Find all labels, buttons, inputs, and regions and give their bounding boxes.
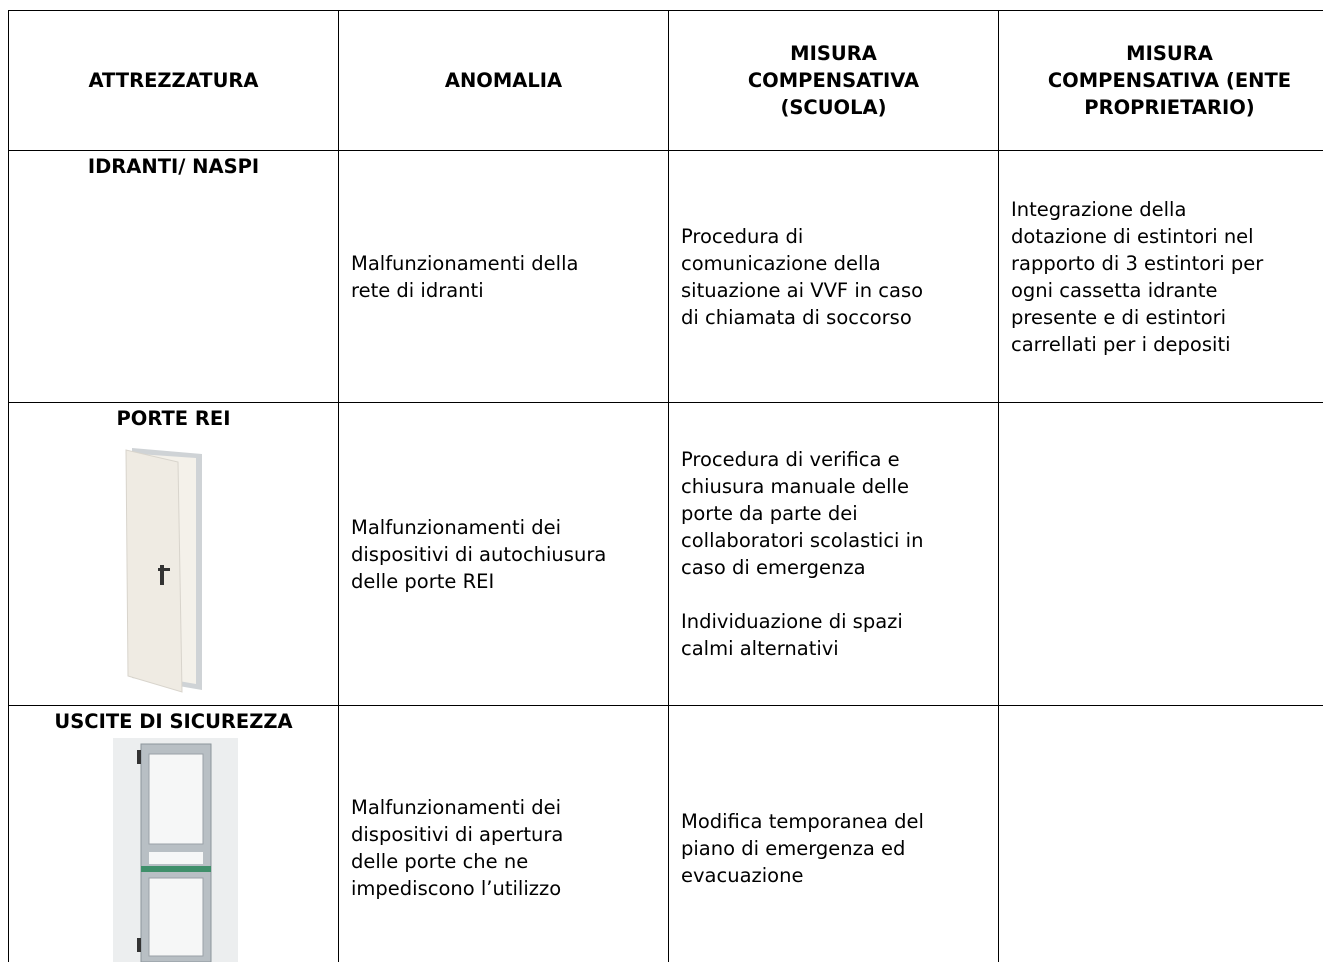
exit-door-image (113, 738, 238, 962)
paragraph: Malfunzionamenti della rete di idranti (351, 250, 656, 304)
cell-text: caso di emergenza (681, 556, 866, 579)
cell-text: presente e di estintori (1011, 305, 1227, 329)
fire-door-image (125, 448, 202, 693)
cell-text: carrellati per i depositi (1011, 332, 1231, 356)
paragraph: Malfunzionamenti dei dispositivi di apert… (351, 794, 656, 902)
header-text: COMPENSATIVA (747, 69, 920, 92)
equipment-label: PORTE REI (116, 407, 231, 430)
paragraph: Individuazione di spazi calmi alternativi (681, 608, 986, 662)
table-cell: ATTREZZATURA (8, 10, 338, 150)
table-cell: Malfunzionamenti dei dispositivi di apert… (338, 705, 668, 962)
header-text: MISURA (790, 42, 877, 65)
cell-text: dispositivi di apertura (351, 823, 564, 846)
cell-text: Individuazione di spazi (681, 610, 903, 633)
table-cell (998, 402, 1323, 705)
header-text: ATTREZZATURA (88, 69, 259, 92)
cell-text: delle porte che ne (351, 850, 529, 873)
cell-text: Integrazione della (1011, 197, 1187, 221)
cell-text: dotazione di estintori nel (1011, 224, 1254, 248)
cell-text: Malfunzionamenti della (351, 251, 579, 275)
header-text: ANOMALIA (444, 69, 563, 92)
paragraph: Integrazione della dotazione di estintori… (1011, 196, 1323, 358)
cell-text: Procedura di (681, 224, 804, 248)
cell-text: chiusura manuale delle (681, 475, 909, 498)
cell-text: collaboratori scolastici in (681, 529, 924, 552)
header-text: (SCUOLA) (780, 96, 887, 119)
header-text: MISURA (1126, 42, 1213, 65)
header-text: COMPENSATIVA (ENTE (1047, 69, 1292, 92)
table-cell: Malfunzionamenti dei dispositivi di autoc… (338, 402, 668, 705)
cell-text: Malfunzionamenti dei (351, 515, 562, 539)
table-cell: Malfunzionamenti della rete di idranti (338, 150, 668, 402)
table-cell: PORTE REI (8, 402, 338, 705)
cell-text: Modifica temporanea del (681, 809, 924, 833)
table-cell: IDRANTI/ NASPI (8, 150, 338, 402)
cell-text: comunicazione della (681, 251, 881, 275)
cell-text: dispositivi di autochiusura (351, 542, 607, 566)
table-cell: MISURA COMPENSATIVA (SCUOLA) (668, 10, 998, 150)
cell-text: piano di emergenza ed (681, 836, 906, 860)
paragraph: Modifica temporanea del piano di emergenz… (681, 808, 986, 889)
cell-text: porte da parte dei (681, 502, 858, 525)
equipment-label: USCITE DI SICUREZZA (54, 710, 293, 733)
table-cell: MISURA COMPENSATIVA (ENTE PROPRIETARIO) (998, 10, 1323, 150)
table-cell: USCITE DI SICUREZZA (8, 705, 338, 962)
cell-text: di chiamata di soccorso (681, 305, 912, 329)
cell-text: calmi alternativi (681, 637, 839, 660)
table-cell: ANOMALIA (338, 10, 668, 150)
equipment-label: IDRANTI/ NASPI (87, 155, 260, 178)
table-cell: Integrazione della dotazione di estintori… (998, 150, 1323, 402)
cell-text: Malfunzionamenti dei (351, 796, 562, 819)
cell-text: rapporto di 3 estintori per (1011, 251, 1264, 275)
paragraph: Procedura di verifica e chiusura manuale … (681, 446, 986, 581)
paragraph: Procedura di comunicazione della situazion… (681, 223, 986, 331)
cell-text: Procedura di verifica e (681, 448, 900, 471)
cell-text: rete di idranti (351, 278, 484, 302)
table-cell: Procedura di verifica e chiusura manuale … (668, 402, 998, 705)
paragraph: Malfunzionamenti dei dispositivi di autoc… (351, 514, 656, 595)
table-cell: Procedura di comunicazione della situazion… (668, 150, 998, 402)
cell-text: evacuazione (681, 863, 804, 887)
table-cell (998, 705, 1323, 962)
table-cell: Modifica temporanea del piano di emergenz… (668, 705, 998, 962)
cell-text: impediscono l’utilizzo (351, 877, 562, 900)
header-text: PROPRIETARIO) (1084, 96, 1255, 119)
cell-text: situazione ai VVF in caso (681, 278, 924, 302)
cell-text: ogni cassetta idrante (1011, 278, 1218, 302)
cell-text: delle porte REI (351, 569, 495, 593)
